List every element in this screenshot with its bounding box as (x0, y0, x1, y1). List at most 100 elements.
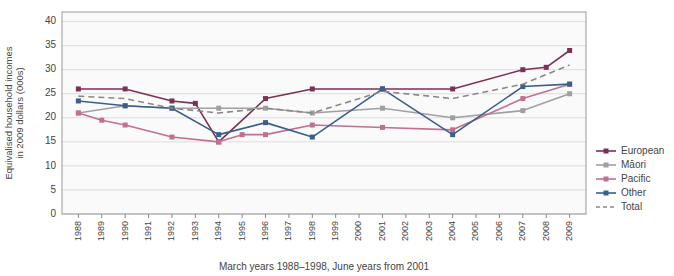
legend-label: Pacific (621, 173, 650, 184)
series-marker (76, 111, 81, 116)
legend-marker (604, 163, 609, 168)
x-tick (405, 214, 406, 218)
series-marker (567, 48, 572, 53)
x-tick (265, 214, 266, 218)
x-tick (452, 214, 453, 218)
series-marker (169, 98, 174, 103)
x-tick-label: 1997 (283, 221, 293, 241)
series-marker (123, 103, 128, 108)
x-tick (522, 214, 523, 218)
x-tick (148, 214, 149, 218)
series-line (78, 84, 569, 137)
series-marker (544, 65, 549, 70)
x-tick (195, 214, 196, 218)
y-axis-label-line: in 2009 dollars (000s) (14, 67, 25, 158)
series-marker (193, 101, 198, 106)
grid-line (62, 45, 586, 46)
y-tick-label: 5 (50, 184, 56, 195)
series-marker (263, 132, 268, 137)
plot-frame (62, 12, 586, 214)
legend-swatch (596, 206, 616, 208)
series-marker (263, 96, 268, 101)
series (78, 65, 569, 113)
x-tick-label: 1992 (166, 221, 176, 241)
series-marker (310, 135, 315, 140)
series-marker (450, 127, 455, 132)
x-tick (125, 214, 126, 218)
x-tick-label: 2001 (377, 221, 387, 241)
legend-marker (604, 191, 609, 196)
x-tick-label: 2005 (470, 221, 480, 241)
x-tick (359, 214, 360, 218)
x-tick (312, 214, 313, 218)
x-tick (288, 214, 289, 218)
y-tick-label: 40 (45, 15, 57, 26)
y-tick-label: 0 (50, 208, 56, 219)
x-axis: 1988198919901991199219931994199519961997… (73, 214, 574, 241)
grid-line (62, 189, 586, 190)
series-marker (240, 132, 245, 137)
chart: 0510152025303540198819891990199119921993… (0, 0, 674, 276)
y-tick-label: 15 (45, 135, 57, 146)
x-tick (78, 214, 79, 218)
x-tick (382, 214, 383, 218)
y-tick-label: 20 (45, 111, 57, 122)
x-axis-label: March years 1988–1998, June years from 2… (219, 261, 430, 272)
series-marker (450, 86, 455, 91)
legend-marker (604, 149, 609, 154)
series-marker (263, 120, 268, 125)
x-tick-label: 1989 (96, 221, 106, 241)
x-tick (429, 214, 430, 218)
x-tick (101, 214, 102, 218)
series (76, 82, 572, 145)
series (76, 82, 572, 140)
y-tick-label: 30 (45, 63, 57, 74)
series-line (78, 65, 569, 113)
series-marker (520, 67, 525, 72)
grid-line (62, 21, 586, 22)
series-marker (310, 86, 315, 91)
x-tick-label: 2008 (541, 221, 551, 241)
series-line (78, 84, 569, 142)
x-tick (218, 214, 219, 218)
x-tick-label: 2006 (494, 221, 504, 241)
y-axis-label-line: Equivalised household incomes (3, 46, 14, 179)
x-tick (242, 214, 243, 218)
x-tick (499, 214, 500, 218)
legend-label: European (621, 145, 664, 156)
x-tick-label: 1999 (330, 221, 340, 241)
series-marker (216, 139, 221, 144)
plot-area (62, 12, 586, 214)
series-marker (123, 123, 128, 128)
series-marker (567, 82, 572, 87)
series-marker (450, 115, 455, 120)
legend-label: Other (621, 187, 647, 198)
series-marker (123, 103, 128, 108)
x-tick-label: 1994 (213, 221, 223, 241)
x-tick-label: 1996 (260, 221, 270, 241)
series-marker (567, 82, 572, 87)
grid (62, 22, 586, 214)
x-tick-label: 2004 (447, 221, 457, 241)
series-marker (520, 108, 525, 113)
x-tick (546, 214, 547, 218)
y-tick-label: 25 (45, 87, 57, 98)
grid-line (62, 69, 586, 70)
y-tick-label: 35 (45, 39, 57, 50)
legend-label: Total (621, 201, 642, 212)
grid-line (62, 141, 586, 142)
x-tick-label: 2007 (517, 221, 527, 241)
series-marker (567, 91, 572, 96)
grid-line (62, 117, 586, 118)
series-marker (169, 135, 174, 140)
x-tick-label: 2000 (353, 221, 363, 241)
x-tick-label: 1998 (307, 221, 317, 241)
x-tick-label: 1990 (120, 221, 130, 241)
series (76, 91, 572, 120)
series-marker (123, 86, 128, 91)
series-group (76, 48, 572, 144)
series-marker (520, 96, 525, 101)
x-tick (476, 214, 477, 218)
series-marker (380, 86, 385, 91)
x-tick-label: 2002 (400, 221, 410, 241)
